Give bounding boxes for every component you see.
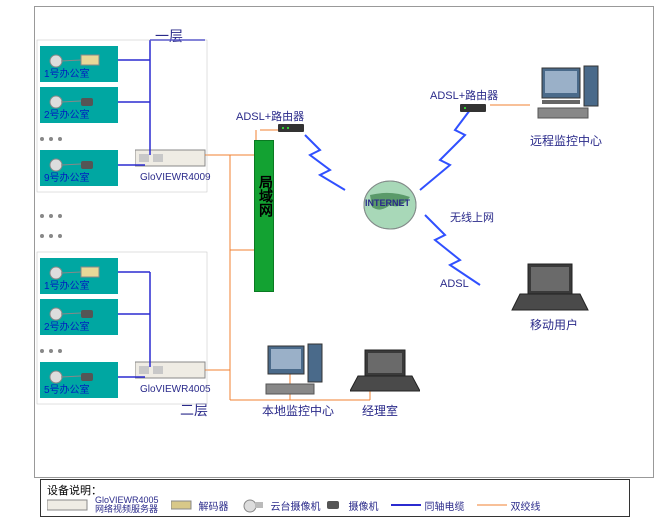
office-f1-2: 2号办公室 [40, 87, 118, 123]
camera-icon [325, 498, 345, 512]
twisted-line-icon [477, 500, 507, 510]
wireless-label: 无线上网 [450, 209, 494, 225]
ptz-camera-icon [241, 496, 267, 514]
legend-recorder: GloVIEWR4005 网络视频服务器 [95, 496, 159, 514]
internet-label: INTERNET [365, 198, 410, 208]
office-label: 2号办公室 [44, 106, 90, 121]
recorder-icon [135, 144, 211, 172]
coax-line-icon [391, 500, 421, 510]
desktop-icon [260, 340, 328, 402]
office-label: 1号办公室 [44, 277, 90, 292]
desktop-icon [532, 62, 602, 132]
legend-ptz: 云台摄像机 [271, 498, 321, 513]
floor1-label: 一层 [155, 26, 183, 46]
recorder-icon [47, 496, 91, 514]
local-center-label: 本地监控中心 [262, 402, 334, 419]
floor2-label: 二层 [180, 400, 208, 420]
local-pc [260, 340, 328, 407]
manager-room-label: 经理室 [362, 402, 398, 419]
ellipsis-icon [40, 205, 80, 225]
office-f2-5: 5号办公室 [40, 362, 118, 398]
office-label: 9号办公室 [44, 169, 90, 184]
office-label: 2号办公室 [44, 318, 90, 333]
office-f1-9: 9号办公室 [40, 150, 118, 186]
legend-coax: 同轴电缆 [425, 498, 465, 513]
decoder-icon [171, 497, 195, 513]
remote-pc [532, 62, 602, 137]
adsl-router-1 [278, 120, 308, 141]
laptop-icon [350, 345, 420, 400]
lan-label: 局域网 [256, 175, 276, 217]
office-label: 5号办公室 [44, 381, 90, 396]
ellipsis-icon [40, 128, 80, 148]
legend-decoder: 解码器 [199, 498, 229, 513]
ellipsis-icon [40, 225, 80, 245]
office-f2-1: 1号办公室 [40, 258, 118, 294]
office-label: 1号办公室 [44, 65, 90, 80]
legend-twisted: 双绞线 [511, 498, 541, 513]
adsl-router-2 [460, 100, 490, 121]
office-f1-1: 1号办公室 [40, 46, 118, 82]
ellipsis-icon [40, 340, 80, 360]
legend-cam: 摄像机 [349, 498, 379, 513]
remote-center-label: 远程监控中心 [530, 132, 602, 149]
manager-laptop [350, 345, 420, 405]
router-icon [278, 120, 308, 136]
legend-box: 设备说明： GloVIEWR4005 网络视频服务器 解码器 云台摄像机 摄像机… [40, 479, 630, 517]
router-icon [460, 100, 490, 116]
office-f2-2: 2号办公室 [40, 299, 118, 335]
adsl-label: ADSL [440, 278, 469, 290]
recorder1-label: GloVIEWR4009 [140, 172, 211, 183]
mobile-laptop [510, 258, 590, 323]
recorder-icon [135, 356, 211, 384]
laptop-icon [510, 258, 590, 318]
mobile-user-label: 移动用户 [530, 316, 578, 333]
recorder2-label: GloVIEWR4005 [140, 384, 211, 395]
